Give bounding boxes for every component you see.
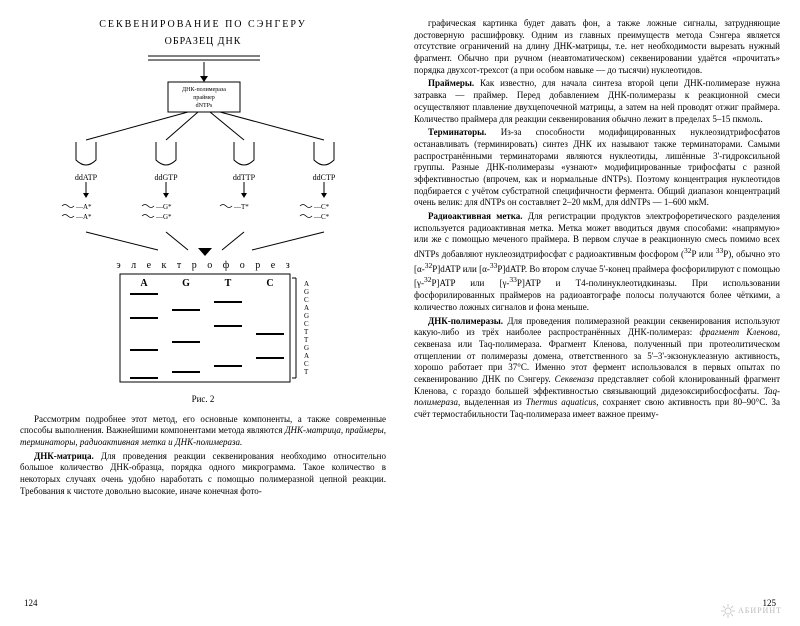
figure-caption: Рис. 2: [20, 394, 386, 406]
right-para-1: графическая картинка будет давать фон, а…: [414, 18, 780, 76]
svg-text:dNTPs: dNTPs: [196, 103, 213, 109]
svg-text:А: А: [304, 352, 309, 360]
svg-text:A: A: [140, 278, 148, 289]
right-para-2: Праймеры. Как известно, для начала синте…: [414, 78, 780, 125]
svg-text:ddTTP: ddTTP: [233, 173, 256, 182]
svg-text:А: А: [304, 280, 309, 288]
diagram-sample-label: ОБРАЗЕЦ ДНК: [20, 35, 386, 48]
book-spread: СЕКВЕНИРОВАНИЕ ПО СЭНГЕРУ ОБРАЗЕЦ ДНК ДН…: [0, 0, 800, 626]
left-para-1: Рассмотрим подробнее этот метод, его осн…: [20, 414, 386, 449]
svg-text:С: С: [304, 296, 309, 304]
svg-text:Т: Т: [304, 328, 309, 336]
svg-text:—G*: —G*: [155, 213, 172, 221]
svg-text:—T*: —T*: [233, 203, 249, 211]
svg-text:C: C: [304, 360, 309, 368]
watermark: АБИРИНТ: [721, 604, 782, 618]
svg-text:ddATP: ddATP: [75, 173, 98, 182]
svg-text:—G*: —G*: [155, 203, 172, 211]
diagram-title: СЕКВЕНИРОВАНИЕ ПО СЭНГЕРУ: [20, 18, 386, 31]
right-para-4: Радиоактивная метка. Для регистрации про…: [414, 211, 780, 314]
svg-text:—C*: —C*: [313, 203, 330, 211]
svg-text:А: А: [304, 304, 309, 312]
svg-text:G: G: [304, 344, 309, 352]
svg-text:ddGTP: ddGTP: [154, 173, 178, 182]
svg-text:G: G: [182, 278, 190, 289]
svg-text:э л е к т р о ф о р е з: э л е к т р о ф о р е з: [116, 260, 293, 271]
svg-text:ДНК-полимераза: ДНК-полимераза: [182, 87, 226, 93]
svg-text:—A*: —A*: [75, 203, 92, 211]
page-left: СЕКВЕНИРОВАНИЕ ПО СЭНГЕРУ ОБРАЗЕЦ ДНК ДН…: [20, 18, 400, 608]
svg-text:ddCTP: ddCTP: [313, 173, 336, 182]
svg-text:C: C: [266, 278, 273, 289]
svg-text:Т: Т: [304, 336, 309, 344]
svg-text:—C*: —C*: [313, 213, 330, 221]
svg-text:—A*: —A*: [75, 213, 92, 221]
svg-text:С: С: [304, 320, 309, 328]
right-para-5: ДНК-полимеразы. Для проведения полимераз…: [414, 316, 780, 421]
page-number-left: 124: [24, 598, 38, 610]
svg-text:Т: Т: [304, 368, 309, 376]
sanger-diagram: СЕКВЕНИРОВАНИЕ ПО СЭНГЕРУ ОБРАЗЕЦ ДНК ДН…: [20, 18, 386, 406]
page-right: графическая картинка будет давать фон, а…: [400, 18, 780, 608]
svg-text:G: G: [304, 312, 309, 320]
left-para-2: ДНК-матрица. Для проведения реакции секв…: [20, 451, 386, 498]
svg-text:G: G: [304, 288, 309, 296]
sun-icon: [721, 604, 735, 618]
diagram-svg: ДНК-полимераза праймер dNTPs ddATP ddGTP d…: [38, 50, 368, 390]
svg-text:праймер: праймер: [193, 94, 215, 101]
svg-text:T: T: [225, 278, 232, 289]
right-para-3: Терминаторы. Из-за способности модифицир…: [414, 127, 780, 209]
